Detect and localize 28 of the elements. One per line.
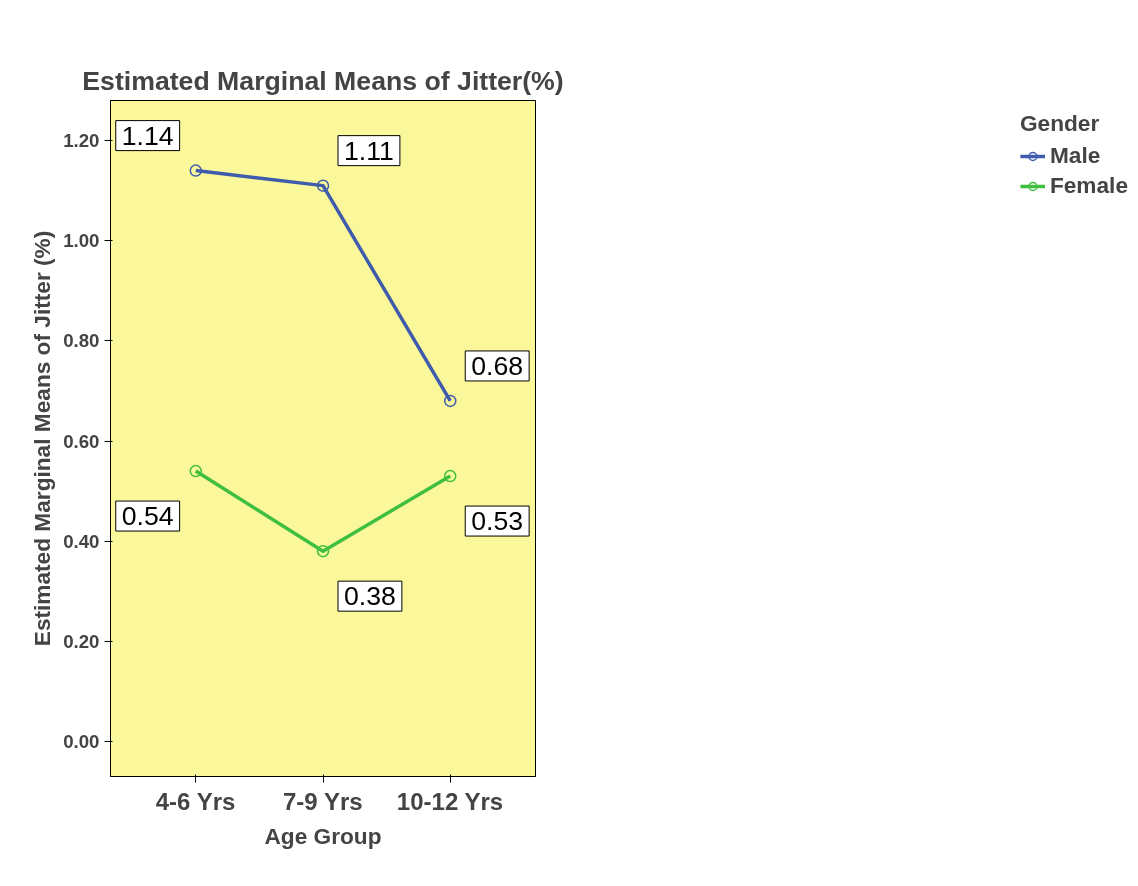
x-axis-title: Age Group [264, 822, 382, 849]
y-tick-label: 1.00 [63, 230, 100, 252]
data-label: 0.68 [471, 350, 524, 381]
data-label: 0.38 [344, 581, 396, 612]
point [316, 544, 330, 558]
y-tick-label: 0.20 [63, 630, 100, 652]
point [189, 464, 202, 478]
point [316, 179, 330, 192]
y-tick-label: 1.20 [63, 130, 100, 152]
data-label: 0.53 [471, 506, 524, 537]
x-tick-label: 7-9 Yrs [282, 787, 363, 815]
y-tick-label: 0.00 [63, 730, 100, 752]
legend-label: Male [1049, 142, 1101, 169]
y-tick-label: 0.60 [63, 430, 100, 452]
legend-label: Female [1049, 172, 1128, 199]
chart-title: Estimated Marginal Means of Jitter(%) [82, 65, 564, 96]
data-label: 1.14 [121, 120, 174, 151]
point [444, 394, 457, 408]
y-tick-label: 0.80 [63, 330, 100, 352]
data-label: 1.11 [344, 135, 394, 166]
y-tick-label: 0.40 [63, 530, 100, 552]
data-label: 0.54 [121, 501, 174, 532]
legend-title: Gender [1019, 110, 1101, 137]
point [444, 469, 457, 483]
y-axis-title: Estimated Marginal Means of Jitter (%) [29, 230, 56, 647]
x-tick-label: 4-6 Yrs [155, 787, 236, 815]
point [189, 164, 202, 177]
x-tick-label: 10-12 Yrs [396, 787, 504, 815]
